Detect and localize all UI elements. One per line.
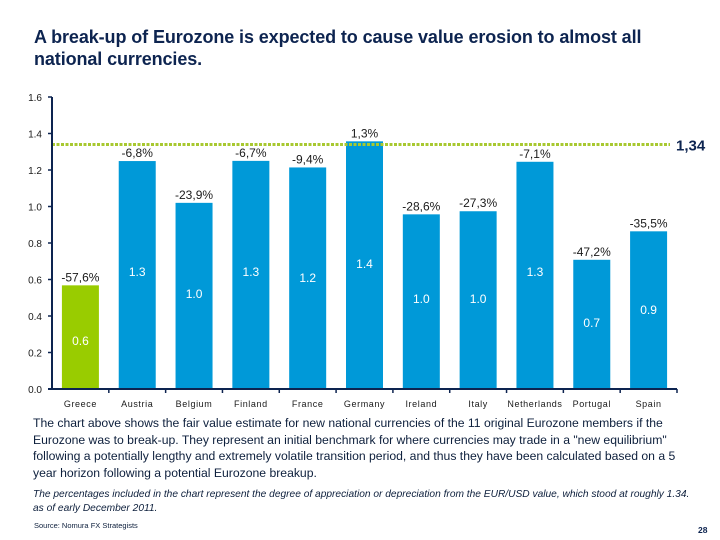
bar-italy: [459, 211, 497, 389]
value-label-france: 1.2: [299, 271, 316, 285]
value-label-belgium: 1.0: [186, 287, 203, 301]
value-label-italy: 1.0: [470, 292, 487, 306]
page-number: 28: [698, 525, 708, 535]
change-label-france: -9,4%: [292, 152, 324, 166]
y-tick-label: 1.2: [28, 166, 42, 177]
y-tick-label: 0.8: [28, 239, 42, 250]
bar-finland: [232, 160, 270, 389]
category-label-finland: Finland: [234, 399, 268, 409]
category-label-ireland: Ireland: [405, 399, 437, 409]
change-label-germany: 1,3%: [351, 126, 379, 140]
value-label-germany: 1.4: [356, 257, 373, 271]
labels-layer: 0.6 -57,6% Greece 1.3 -6,8% Austria 1.0 -23,9% B…: [28, 93, 706, 409]
bar-france: [289, 167, 327, 389]
reference-line-label: 1,34: [676, 137, 706, 154]
change-label-austria: -6,8%: [122, 146, 154, 160]
change-label-portugal: -47,2%: [573, 245, 611, 259]
change-label-spain: -35,5%: [630, 216, 668, 230]
y-tick-label: 1.4: [28, 130, 42, 141]
value-label-austria: 1.3: [129, 265, 146, 279]
value-label-greece: 0.6: [72, 334, 89, 348]
category-label-austria: Austria: [121, 399, 153, 409]
bar-chart: 0.6 -57,6% Greece 1.3 -6,8% Austria 1.0 -23,9% B…: [28, 93, 706, 409]
category-label-germany: Germany: [344, 399, 385, 409]
change-label-belgium: -23,9%: [175, 188, 213, 202]
category-label-spain: Spain: [636, 399, 662, 409]
y-tick-label: 0.2: [28, 349, 42, 360]
value-label-portugal: 0.7: [583, 316, 600, 330]
y-tick-label: 0.6: [28, 276, 42, 287]
change-label-greece: -57,6%: [61, 270, 99, 284]
bars-layer: [61, 141, 668, 389]
slide-title: A break-up of Eurozone is expected to ca…: [34, 27, 642, 69]
value-label-netherlands: 1.3: [527, 265, 544, 279]
change-label-ireland: -28,6%: [402, 199, 440, 213]
bar-ireland: [402, 214, 440, 389]
bar-netherlands: [516, 161, 554, 389]
category-label-france: France: [292, 399, 324, 409]
bar-greece: [61, 285, 99, 389]
category-label-greece: Greece: [64, 399, 97, 409]
category-label-netherlands: Netherlands: [507, 399, 562, 409]
category-label-italy: Italy: [468, 399, 488, 409]
value-label-ireland: 1.0: [413, 292, 430, 306]
bar-germany: [346, 141, 383, 389]
bar-spain: [630, 231, 668, 389]
value-label-finland: 1.3: [243, 265, 260, 279]
category-label-belgium: Belgium: [176, 399, 213, 409]
bar-portugal: [573, 259, 611, 389]
y-tick-label: 1.6: [28, 93, 42, 104]
value-label-spain: 0.9: [640, 303, 657, 317]
change-label-netherlands: -7,1%: [519, 147, 551, 161]
category-label-portugal: Portugal: [573, 399, 611, 409]
source-text: Source: Nomura FX Strategists: [34, 521, 138, 530]
bar-belgium: [175, 202, 213, 389]
y-tick-label: 0.0: [28, 385, 42, 396]
y-tick-label: 1.0: [28, 203, 42, 214]
y-tick-label: 0.4: [28, 312, 42, 323]
footnote-text: The percentages included in the chart re…: [33, 489, 690, 514]
change-label-finland: -6,7%: [235, 146, 267, 160]
bar-austria: [118, 161, 156, 389]
change-label-italy: -27,3%: [459, 196, 497, 210]
axes-layer: [48, 96, 678, 393]
description-text: The chart above shows the fair value est…: [33, 416, 676, 480]
